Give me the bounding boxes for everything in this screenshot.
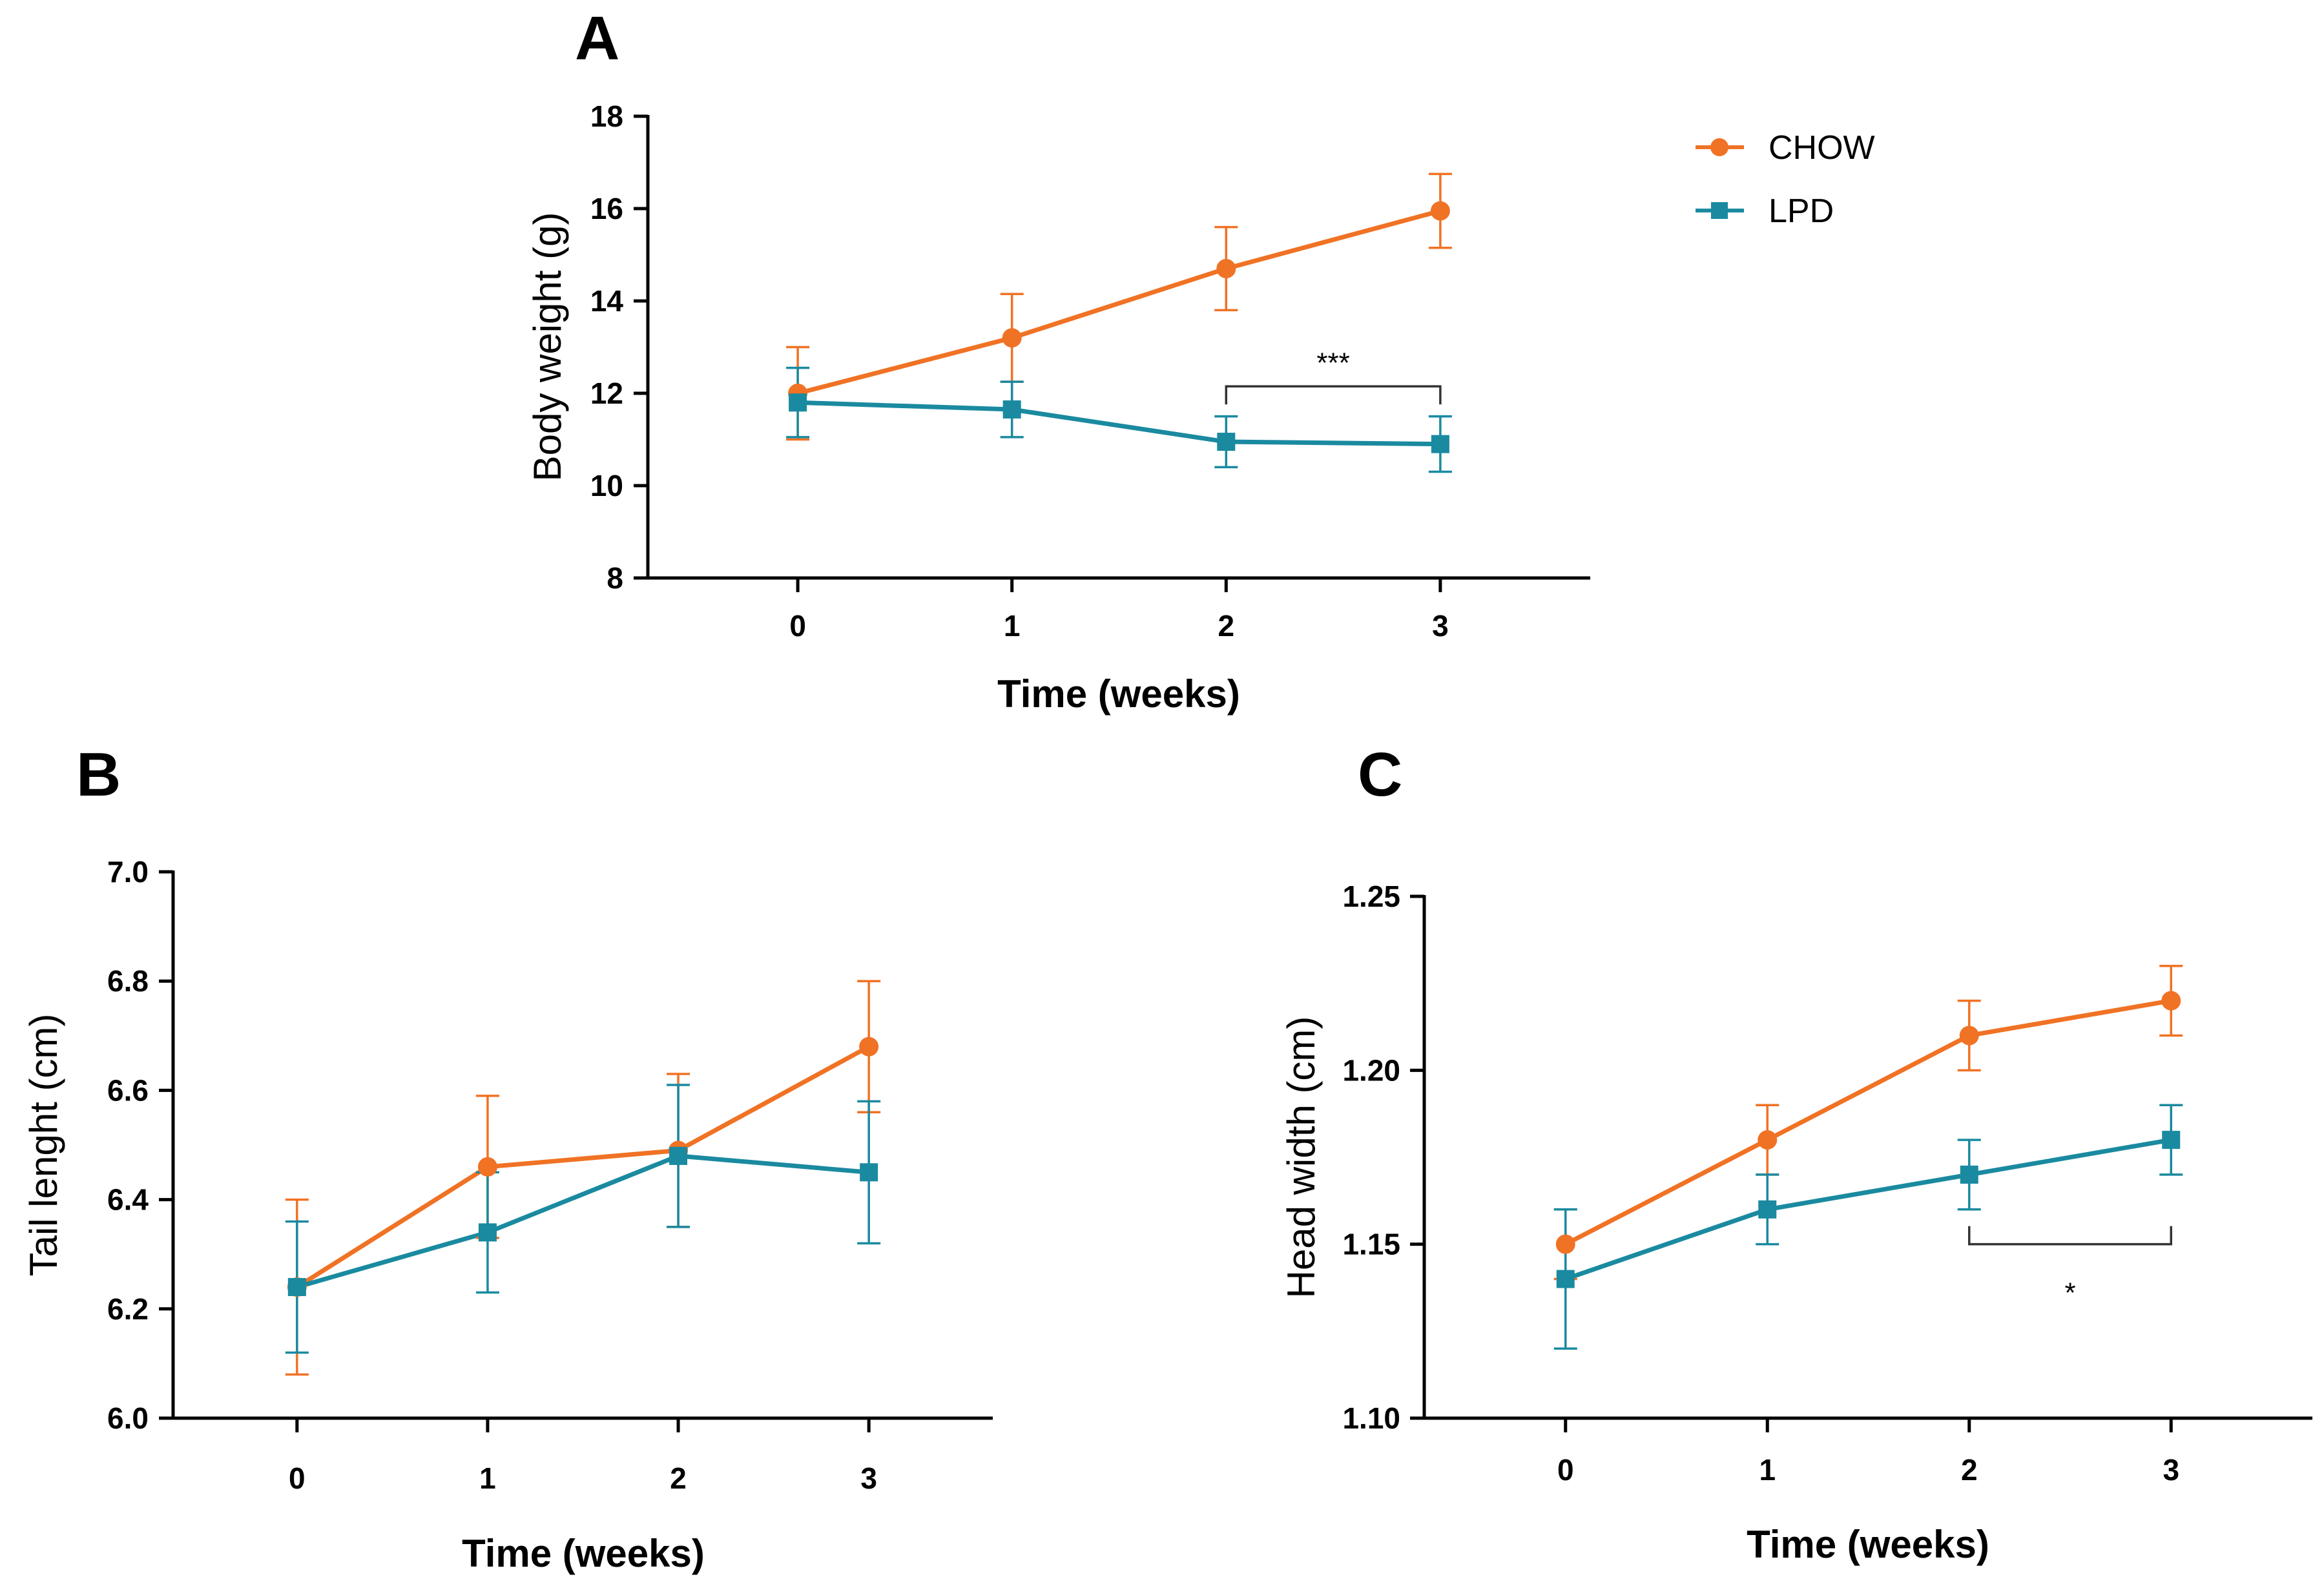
- x-tick-label-a: 3: [1432, 609, 1449, 643]
- data-point-lpd-a: [1002, 400, 1021, 419]
- data-point-chow-a: [1002, 328, 1022, 348]
- legend: CHOW LPD: [1696, 129, 1875, 230]
- data-point-chow-a: [1216, 258, 1236, 278]
- y-tick-label-a: 14: [590, 284, 624, 318]
- y-tick-label-a: 8: [607, 561, 623, 595]
- y-tick-label-a: 16: [590, 192, 623, 225]
- significance-label-a: ***: [1316, 347, 1349, 378]
- data-point-chow-a: [1430, 201, 1450, 221]
- y-axis-title-c: Head width (cm): [1280, 1016, 1323, 1299]
- y-tick-label-b: 7.0: [107, 855, 149, 889]
- data-point-lpd-a: [1217, 433, 1236, 451]
- data-point-lpd-a: [1431, 435, 1449, 453]
- data-point-lpd-a: [789, 393, 807, 412]
- y-tick-label-c: 1.15: [1342, 1228, 1400, 1261]
- plot-b-tail-length: 6.0 6.2 6.4 6.6 6.8 7.0 0 1 2 3 Time (weeks) Tail l…: [22, 855, 993, 1575]
- data-point-chow-c: [2161, 991, 2181, 1011]
- y-tick-label-a: 18: [590, 99, 623, 133]
- series-line-chow-b: [295, 1044, 870, 1289]
- x-tick-label-a: 0: [789, 609, 806, 643]
- significance-bracket-a: [1225, 385, 1442, 405]
- x-axis-title-a: Time (weeks): [997, 672, 1240, 716]
- y-tick-label-b: 6.6: [107, 1073, 149, 1107]
- data-point-chow-c: [1959, 1026, 1979, 1046]
- x-tick-label-c: 3: [2163, 1453, 2179, 1487]
- panel-label-b: B: [76, 740, 121, 809]
- x-axis-title-c: Time (weeks): [1747, 1523, 1989, 1566]
- x-tick-label-c: 1: [1759, 1453, 1776, 1487]
- y-tick-label-a: 12: [590, 376, 623, 410]
- x-tick-label-b: 2: [670, 1461, 687, 1495]
- data-point-lpd-c: [1758, 1200, 1777, 1219]
- data-point-lpd-b: [669, 1146, 688, 1165]
- y-axis-title-a: Body weight (g): [526, 212, 569, 482]
- legend-label-lpd: LPD: [1769, 192, 1834, 230]
- plot-c-head-width: 1.10 1.15 1.20 1.25 0 1 2 3 Time (weeks) Head wid…: [1280, 880, 2312, 1566]
- legend-item-lpd: LPD: [1696, 192, 1834, 230]
- data-point-lpd-c: [1960, 1165, 1978, 1184]
- y-axis-title-b: Tail lenght (cm): [22, 1014, 65, 1277]
- x-tick-label-b: 0: [289, 1461, 306, 1495]
- data-point-chow-b: [477, 1157, 497, 1177]
- data-point-chow-c: [1555, 1234, 1575, 1254]
- x-tick-label-c: 0: [1557, 1453, 1574, 1487]
- y-tick-label-b: 6.0: [107, 1401, 149, 1435]
- y-tick-label-c: 1.25: [1342, 880, 1400, 913]
- legend-marker-lpd: [1711, 202, 1728, 219]
- x-tick-label-a: 1: [1004, 609, 1021, 643]
- legend-marker-chow: [1710, 138, 1728, 156]
- series-line-lpd-b: [296, 1153, 869, 1290]
- data-point-lpd-b: [860, 1163, 878, 1182]
- data-point-lpd-b: [478, 1223, 497, 1242]
- series-line-chow-c: [1564, 998, 2172, 1246]
- data-point-lpd-c: [2162, 1131, 2181, 1150]
- x-tick-label-b: 1: [479, 1461, 496, 1495]
- x-tick-label-c: 2: [1961, 1453, 1978, 1487]
- y-tick-label-b: 6.2: [107, 1292, 149, 1326]
- y-tick-label-b: 6.4: [107, 1183, 149, 1217]
- series-line-chow-a: [797, 209, 1441, 396]
- significance-bracket-c: [1968, 1226, 2172, 1246]
- x-tick-label-a: 2: [1218, 609, 1234, 643]
- data-point-chow-b: [859, 1036, 879, 1057]
- y-tick-label-c: 1.10: [1342, 1401, 1400, 1435]
- x-tick-label-b: 3: [860, 1461, 877, 1495]
- data-point-lpd-c: [1556, 1270, 1575, 1288]
- data-point-lpd-b: [287, 1277, 306, 1296]
- data-point-chow-c: [1758, 1130, 1778, 1150]
- y-tick-label-a: 10: [590, 469, 623, 502]
- legend-item-chow: CHOW: [1696, 129, 1875, 167]
- x-axis-title-b: Time (weeks): [462, 1532, 705, 1575]
- y-tick-label-c: 1.20: [1342, 1053, 1400, 1087]
- legend-label-chow: CHOW: [1769, 129, 1875, 167]
- y-tick-label-b: 6.8: [107, 964, 149, 998]
- panel-label-c: C: [1358, 740, 1402, 809]
- panel-label-a: A: [575, 4, 619, 73]
- significance-label-c: *: [2064, 1277, 2075, 1309]
- series-line-lpd-c: [1564, 1137, 2172, 1281]
- series-line-lpd-a: [798, 400, 1440, 447]
